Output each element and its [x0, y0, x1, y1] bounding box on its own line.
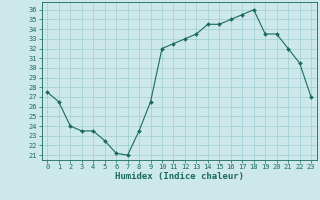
X-axis label: Humidex (Indice chaleur): Humidex (Indice chaleur): [115, 172, 244, 181]
